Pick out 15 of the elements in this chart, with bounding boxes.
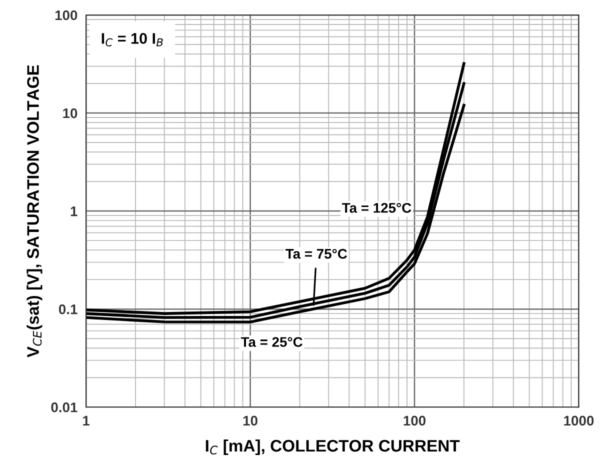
x-tick-label: 10 [243, 416, 258, 426]
x-tick-label: 1 [83, 416, 90, 426]
x-tick-label: 1000 [564, 416, 594, 426]
y-tick-label: 0.1 [58, 304, 78, 314]
y-tick-label: 0.01 [51, 402, 78, 412]
y-tick-label: 10 [63, 108, 78, 118]
x-axis-title: I$_{C}$ [mA], COLLECTOR CURRENT [206, 439, 460, 456]
y-tick-label: 1 [70, 206, 78, 216]
annotation: Ta = 25°C [240, 337, 302, 347]
y-axis-title: V$_{CE}$(sat) [V], SATURATION VOLTAGE [26, 65, 42, 358]
annotation: I$_{C}$ = 10 I$_{B}$ [102, 33, 163, 46]
x-tick-label: 100 [404, 416, 426, 426]
y-tick-label: 100 [55, 10, 78, 20]
annotation: Ta = 75°C [286, 248, 348, 259]
annotation: Ta = 125°C [342, 202, 412, 213]
